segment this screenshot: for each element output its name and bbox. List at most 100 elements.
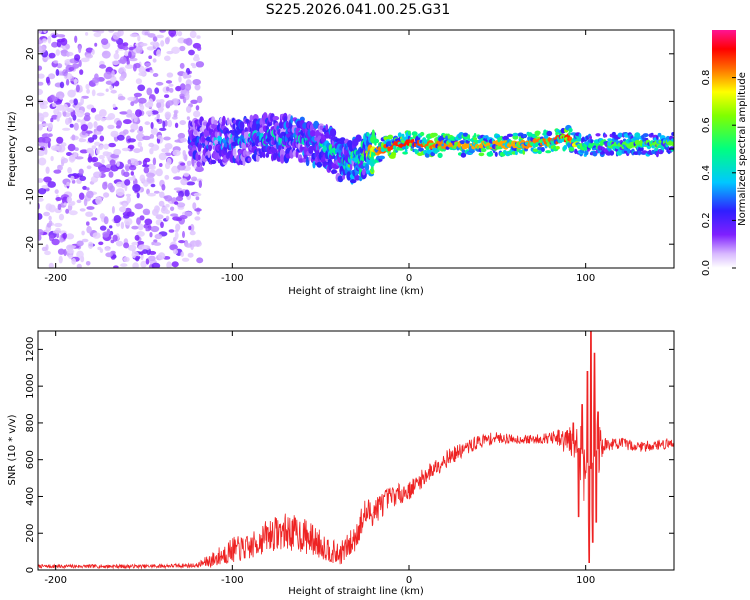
noise-blob [113, 148, 122, 156]
noise-blob [177, 132, 186, 139]
signal-blob [617, 132, 624, 138]
noise-blob [196, 161, 201, 167]
noise-blob [131, 225, 139, 230]
noise-blob [189, 30, 197, 39]
noise-blob [136, 231, 145, 237]
noise-blob [159, 127, 167, 131]
noise-blob [99, 144, 104, 150]
noise-blob [86, 190, 94, 199]
noise-blob [70, 175, 75, 181]
noise-blob [59, 81, 65, 89]
signal-blob [309, 130, 316, 137]
noise-blob [179, 95, 185, 100]
y-tick-label: 0 [25, 567, 36, 573]
noise-blob [91, 156, 99, 163]
noise-blob [162, 120, 166, 129]
noise-blob [124, 179, 131, 186]
colorbar-tick-label: 0.2 [701, 212, 712, 228]
noise-blob [171, 165, 179, 174]
signal-blob [361, 168, 366, 176]
noise-blob [163, 136, 171, 141]
noise-blob [125, 193, 131, 197]
noise-blob [44, 147, 48, 155]
snr-series-line [37, 330, 675, 570]
noise-blob [100, 117, 106, 122]
noise-blob [127, 177, 135, 181]
y-tick-label: -10 [25, 188, 36, 204]
noise-blob [184, 189, 190, 197]
noise-blob [59, 95, 63, 100]
noise-blob [194, 216, 201, 221]
noise-blob [177, 30, 183, 37]
noise-blob [106, 152, 113, 160]
x-tick-label: -200 [44, 575, 67, 586]
noise-blob [38, 88, 44, 96]
noise-blob [150, 122, 154, 129]
x-tick-label: 100 [576, 273, 595, 284]
noise-blob [38, 124, 43, 131]
noise-blob [174, 122, 179, 128]
noise-blob [111, 60, 120, 66]
noise-blob [110, 89, 117, 94]
noise-blob [151, 110, 159, 115]
colorbar-tick-label: 0.8 [701, 70, 712, 86]
noise-blob [79, 208, 86, 212]
noise-blob [112, 32, 120, 40]
noise-blob [145, 62, 152, 67]
noise-blob [142, 249, 148, 255]
noise-blob [140, 251, 144, 256]
noise-blob [174, 201, 179, 205]
signal-blob [590, 139, 593, 144]
noise-blob [47, 181, 56, 188]
noise-blob [123, 242, 130, 249]
noise-blob [38, 157, 47, 166]
noise-blob [139, 174, 146, 182]
noise-blob [93, 131, 102, 135]
noise-blob [123, 119, 132, 125]
noise-blob [56, 104, 65, 111]
noise-blob [109, 159, 116, 166]
noise-blob [73, 122, 79, 131]
noise-blob [191, 176, 198, 182]
noise-blob [42, 136, 52, 144]
noise-blob [150, 225, 160, 233]
noise-blob [194, 208, 202, 212]
noise-blob [68, 210, 78, 216]
noise-blob [165, 215, 170, 221]
noise-blob [137, 84, 146, 92]
noise-blob [147, 192, 156, 197]
noise-blob [56, 63, 63, 69]
signal-blob [634, 132, 641, 138]
noise-blob [155, 81, 164, 86]
noise-blob [86, 221, 90, 226]
noise-blob [135, 78, 142, 85]
noise-blob [50, 117, 54, 123]
noise-blob [127, 96, 137, 101]
signal-blob [397, 132, 402, 138]
signal-blob [419, 131, 425, 137]
noise-blob [74, 35, 78, 43]
noise-blob [192, 79, 201, 86]
signal-blob [298, 158, 304, 163]
noise-blob [173, 249, 178, 255]
noise-blob [115, 50, 119, 54]
noise-blob [155, 168, 163, 177]
noise-blob [120, 263, 128, 267]
noise-blob [57, 164, 63, 171]
noise-blob [81, 230, 85, 236]
noise-blob [51, 114, 59, 120]
signal-blob [308, 156, 311, 161]
noise-blob [154, 233, 163, 240]
noise-blob [156, 49, 162, 57]
noise-blob [132, 184, 141, 192]
noise-blob [94, 141, 101, 146]
signal-blob [545, 150, 552, 154]
noise-blob [143, 223, 149, 229]
noise-blob [108, 142, 116, 148]
x-tick-label: -200 [44, 273, 67, 284]
signal-blob [407, 130, 411, 135]
noise-blob [159, 99, 165, 104]
signal-blob [316, 161, 323, 168]
noise-blob [86, 206, 95, 210]
noise-blob [156, 101, 162, 109]
